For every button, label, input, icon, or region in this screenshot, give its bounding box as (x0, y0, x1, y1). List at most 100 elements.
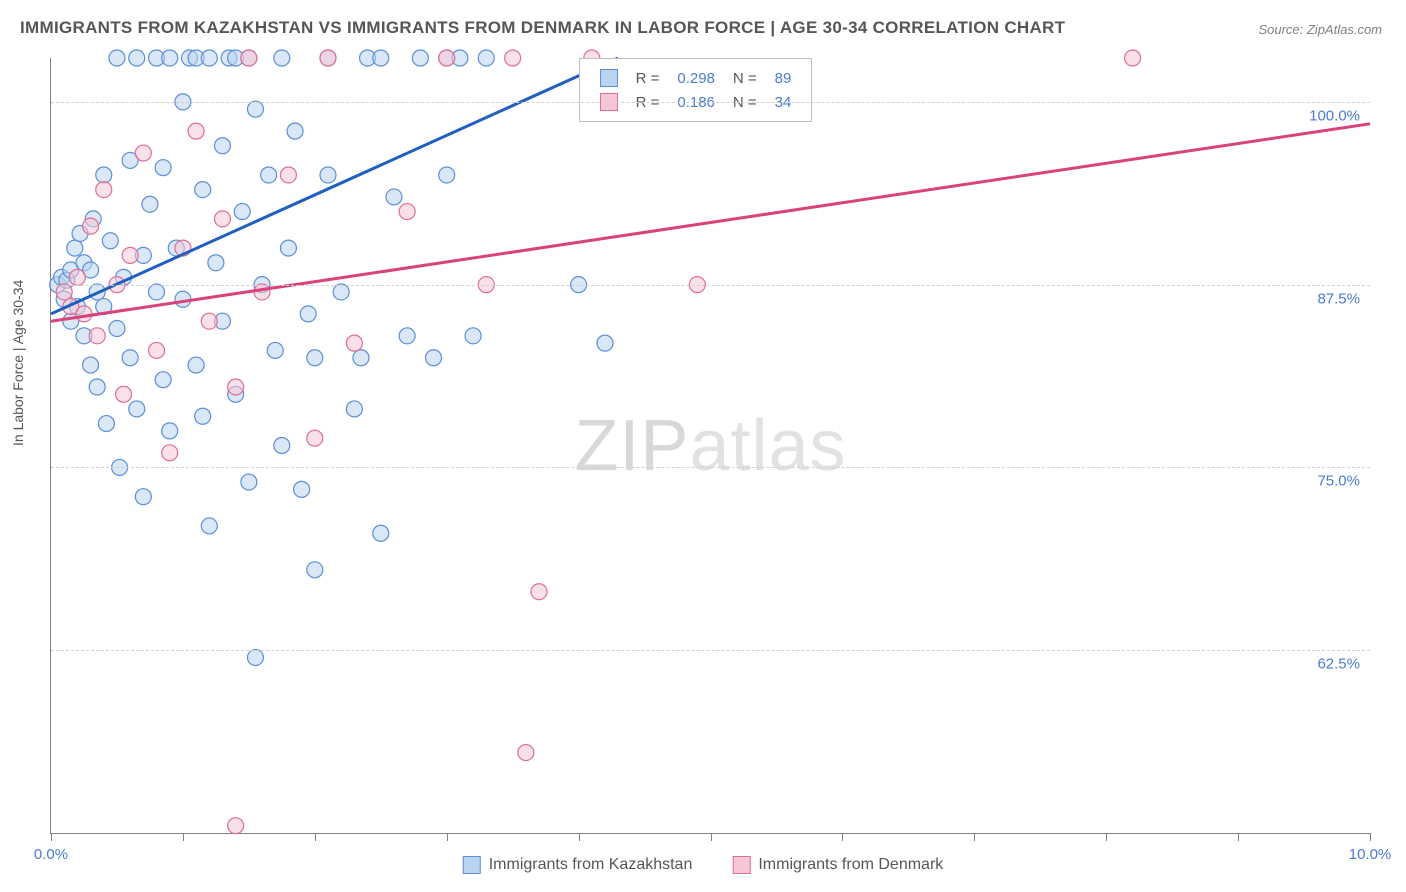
data-point (346, 335, 362, 351)
data-point (109, 50, 125, 66)
chart-title: IMMIGRANTS FROM KAZAKHSTAN VS IMMIGRANTS… (20, 18, 1065, 38)
gridline (51, 467, 1370, 468)
data-point (122, 350, 138, 366)
data-point (135, 145, 151, 161)
x-tick (315, 833, 316, 841)
bottom-legend: Immigrants from Kazakhstan Immigrants fr… (463, 856, 944, 874)
y-tick-label: 62.5% (1317, 656, 1360, 673)
data-point (399, 204, 415, 220)
y-tick-label: 87.5% (1317, 290, 1360, 307)
legend-swatch-kazakhstan (463, 856, 481, 874)
data-point (307, 430, 323, 446)
data-point (116, 386, 132, 402)
data-point (247, 101, 263, 117)
data-point (426, 350, 442, 366)
data-point (201, 313, 217, 329)
data-point (307, 350, 323, 366)
source-attribution: Source: ZipAtlas.com (1258, 22, 1382, 37)
data-point (412, 50, 428, 66)
x-tick (974, 833, 975, 841)
data-point (373, 50, 389, 66)
data-point (518, 745, 534, 761)
x-tick (842, 833, 843, 841)
data-point (399, 328, 415, 344)
data-point (201, 518, 217, 534)
x-tick (711, 833, 712, 841)
data-point (89, 328, 105, 344)
data-point (214, 211, 230, 227)
data-point (188, 123, 204, 139)
legend-label-kazakhstan: Immigrants from Kazakhstan (489, 856, 693, 874)
plot-area: ZIPatlas R = 0.298 N = 89 R = 0.186 N = … (50, 58, 1370, 834)
y-axis-label: In Labor Force | Age 30-34 (10, 280, 26, 446)
data-point (307, 562, 323, 578)
data-point (353, 350, 369, 366)
data-point (129, 401, 145, 417)
y-tick-label: 75.0% (1317, 473, 1360, 490)
gridline (51, 102, 1370, 103)
x-tick (1238, 833, 1239, 841)
data-point (280, 240, 296, 256)
x-tick (1106, 833, 1107, 841)
data-point (247, 650, 263, 666)
data-point (195, 408, 211, 424)
data-point (274, 438, 290, 454)
x-tick (579, 833, 580, 841)
data-point (188, 357, 204, 373)
n-value-kazakhstan: 89 (767, 67, 800, 89)
data-point (241, 50, 257, 66)
data-point (122, 247, 138, 263)
legend-label-denmark: Immigrants from Denmark (758, 856, 943, 874)
data-point (505, 50, 521, 66)
data-point (83, 218, 99, 234)
n-label: N = (725, 67, 765, 89)
data-point (162, 445, 178, 461)
data-point (228, 818, 244, 834)
gridline (51, 285, 1370, 286)
chart-container: IMMIGRANTS FROM KAZAKHSTAN VS IMMIGRANTS… (0, 0, 1406, 892)
data-point (465, 328, 481, 344)
data-point (294, 481, 310, 497)
r-label: R = (628, 67, 668, 89)
data-point (142, 196, 158, 212)
data-point (386, 189, 402, 205)
data-point (333, 284, 349, 300)
data-point (155, 160, 171, 176)
data-point (149, 284, 165, 300)
data-point (208, 255, 224, 271)
data-point (261, 167, 277, 183)
y-tick-label: 100.0% (1309, 107, 1360, 124)
legend-row-kazakhstan: R = 0.298 N = 89 (592, 67, 800, 89)
data-point (67, 240, 83, 256)
data-point (135, 489, 151, 505)
data-point (531, 584, 547, 600)
data-point (1125, 50, 1141, 66)
data-point (234, 204, 250, 220)
data-point (56, 284, 72, 300)
scatter-svg (51, 58, 1370, 833)
correlation-legend: R = 0.298 N = 89 R = 0.186 N = 34 (579, 58, 813, 122)
data-point (346, 401, 362, 417)
legend-table: R = 0.298 N = 89 R = 0.186 N = 34 (590, 65, 802, 115)
data-point (478, 50, 494, 66)
legend-swatch-denmark (732, 856, 750, 874)
regression-line (51, 124, 1370, 321)
data-point (320, 167, 336, 183)
legend-item-kazakhstan: Immigrants from Kazakhstan (463, 856, 693, 874)
data-point (162, 423, 178, 439)
data-point (129, 50, 145, 66)
data-point (300, 306, 316, 322)
legend-swatch-kazakhstan (600, 69, 618, 87)
regression-line (51, 58, 618, 314)
data-point (373, 525, 389, 541)
data-point (102, 233, 118, 249)
data-point (201, 50, 217, 66)
x-tick (1370, 833, 1371, 841)
data-point (162, 50, 178, 66)
data-point (195, 182, 211, 198)
data-point (274, 50, 290, 66)
data-point (280, 167, 296, 183)
x-tick (447, 833, 448, 841)
data-point (98, 416, 114, 432)
data-point (597, 335, 613, 351)
